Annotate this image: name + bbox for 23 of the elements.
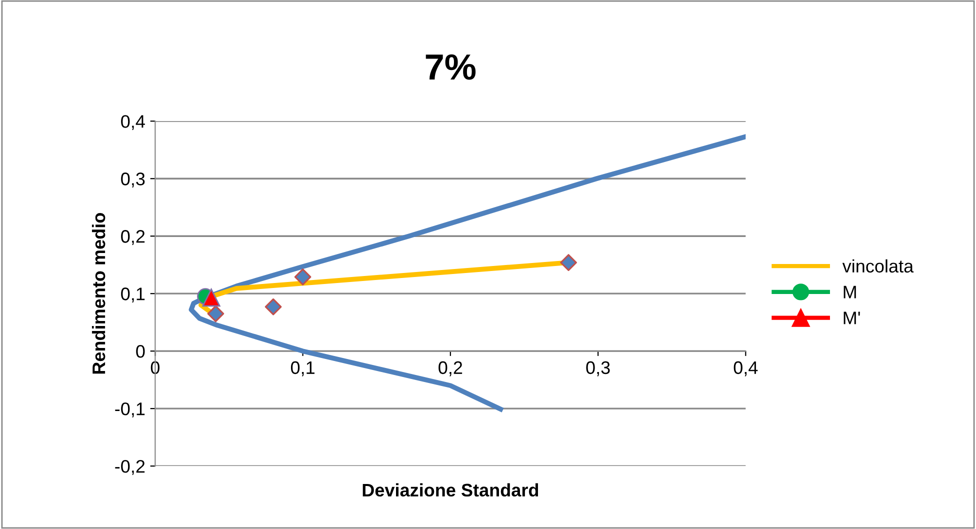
x-axis-title: Deviazione Standard xyxy=(362,483,538,497)
y-tick-label: -0,1 xyxy=(115,402,145,418)
legend-label: M xyxy=(844,286,856,298)
x-tick-label: 0,2 xyxy=(438,361,462,376)
y-tick-label: -0,2 xyxy=(115,460,145,475)
point xyxy=(264,298,282,316)
chart-title: 7% xyxy=(426,54,476,80)
x-tick-label: 0,3 xyxy=(586,361,610,376)
point xyxy=(207,305,224,322)
x-tick-label: 0,4 xyxy=(734,361,758,376)
x-tick-label: 0,1 xyxy=(290,361,314,376)
point xyxy=(560,254,577,271)
y-axis-title: Rendimento medio xyxy=(92,213,106,374)
y-tick-label: 0,4 xyxy=(121,115,145,130)
x-tick-label: 0 xyxy=(150,361,160,374)
legend-label: M' xyxy=(844,312,860,324)
point xyxy=(202,288,220,307)
legend-label: vincolata xyxy=(842,259,914,273)
y-tick-label: 0,1 xyxy=(121,288,145,302)
y-tick-label: 0,2 xyxy=(121,230,145,245)
y-tick-label: 0,3 xyxy=(121,172,145,188)
y-tick-label: 0 xyxy=(136,345,145,358)
point xyxy=(294,268,312,286)
